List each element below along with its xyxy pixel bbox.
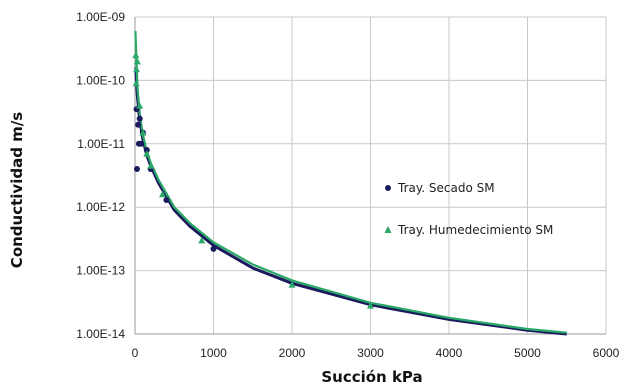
y-tick-labels: 1.00E-14 1.00E-13 1.00E-12 1.00E-11 1.00E-10… — [76, 10, 125, 341]
data-points — [132, 51, 374, 309]
curve-secado — [134, 67, 567, 336]
point-humedecimiento — [367, 302, 374, 309]
y-tick-label: 1.00E-09 — [76, 10, 125, 24]
point-secado — [143, 146, 150, 153]
x-tick-labels: 0 1000 2000 3000 4000 5000 6000 — [132, 346, 620, 360]
y-tick-label: 1.00E-10 — [76, 73, 125, 87]
point-humedecimiento — [132, 79, 140, 87]
point-humedecimiento — [136, 102, 144, 109]
legend-marker-humedecimiento — [384, 226, 392, 233]
legend-label-humedecimiento: Tray. Humedecimiento SM — [397, 223, 553, 237]
point-humedecimiento — [133, 65, 141, 73]
x-tick-label: 6000 — [593, 346, 620, 360]
x-tick-label: 4000 — [436, 346, 463, 360]
point-secado — [136, 115, 143, 122]
legend-label-secado: Tray. Secado SM — [397, 181, 495, 195]
fitted-curves — [134, 31, 567, 336]
y-tick-label: 1.00E-12 — [76, 200, 125, 214]
x-tick-label: 0 — [132, 346, 139, 360]
grid-lines — [135, 16, 607, 334]
y-tick-label: 1.00E-14 — [76, 327, 125, 341]
point-secado — [210, 245, 217, 252]
point-humedecimiento — [288, 281, 296, 288]
legend-item-humedecimiento: Tray. Humedecimiento SM — [384, 223, 553, 237]
x-tick-label: 1000 — [200, 346, 227, 360]
y-axis-title: Conductividad m/s — [8, 112, 26, 268]
x-tick-label: 3000 — [357, 346, 384, 360]
y-tick-label: 1.00E-13 — [76, 264, 125, 278]
x-tick-label: 2000 — [279, 346, 306, 360]
point-secado — [135, 121, 142, 128]
point-humedecimiento — [143, 150, 151, 157]
legend-item-secado: Tray. Secado SM — [385, 181, 495, 195]
legend-marker-secado — [385, 185, 391, 191]
point-humedecimiento — [139, 129, 147, 136]
point-secado — [138, 140, 145, 147]
x-axis-title: Succión kPa — [321, 368, 422, 386]
point-humedecimiento — [198, 236, 206, 244]
x-tick-label: 5000 — [514, 346, 541, 360]
curve-humedecimiento — [134, 31, 567, 334]
point-humedecimiento — [158, 190, 166, 198]
point-secado — [163, 196, 170, 203]
point-humedecimiento — [133, 57, 141, 65]
y-tick-label: 1.00E-11 — [77, 137, 125, 151]
legend: Tray. Secado SM Tray. Humedecimiento SM — [384, 181, 553, 237]
point-secado — [133, 166, 140, 173]
point-humedecimiento — [132, 51, 140, 59]
point-humedecimiento — [147, 162, 155, 169]
